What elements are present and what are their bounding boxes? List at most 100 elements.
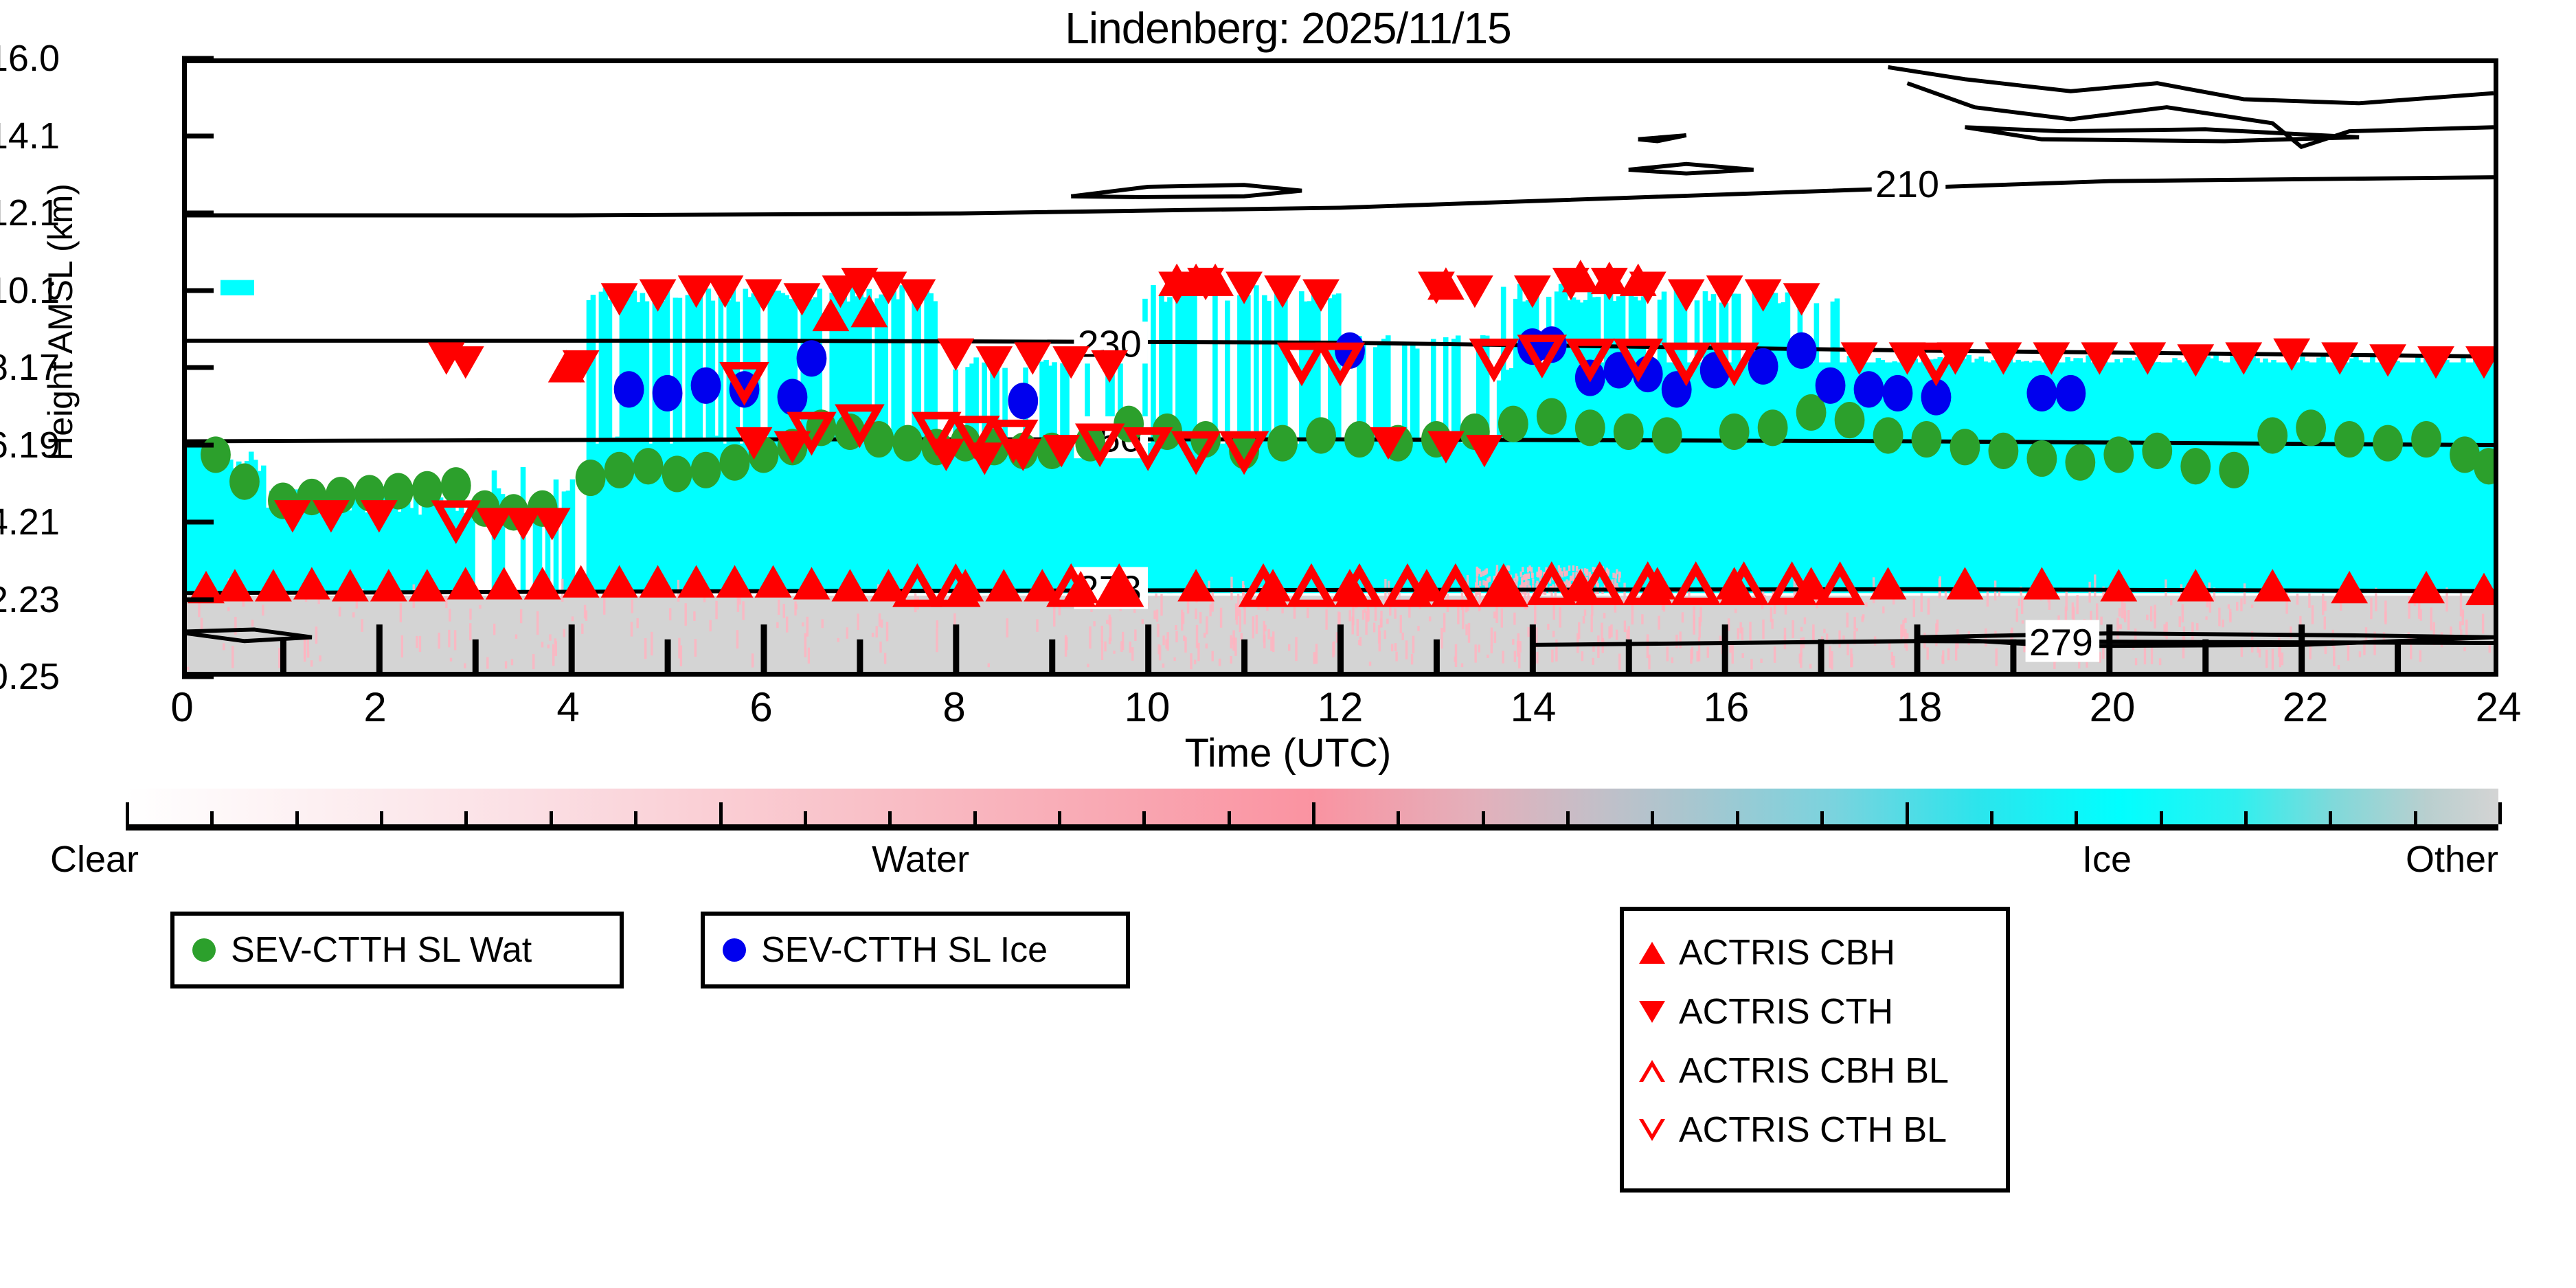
colorbar-label-clear: Clear: [50, 839, 139, 880]
y-tick-mark: [182, 288, 214, 293]
colorbar-tick: [2075, 811, 2079, 824]
legend-label-actris-cth-bl: ACTRIS CTH BL: [1679, 1110, 1947, 1150]
x-tick-label: 4: [556, 684, 580, 730]
y-tick-mark: [182, 133, 214, 138]
y-tick-label: 0.25: [0, 656, 60, 697]
legend-row: SEV-CTTH SL Wat: [174, 916, 620, 984]
colorbar-tick: [1989, 811, 1993, 824]
colorbar-tick: [380, 811, 384, 824]
x-axis-label: Time (UTC): [1184, 731, 1392, 776]
colorbar-tick: [126, 802, 129, 824]
x-tick-label: 18: [1896, 684, 1943, 730]
svg-text:279: 279: [2029, 621, 2093, 664]
y-tick-label: 16.0: [0, 38, 60, 79]
green-circle-icon: [192, 938, 216, 962]
colorbar-tick: [719, 802, 723, 824]
colorbar-tick: [549, 811, 553, 824]
svg-text:210: 210: [1875, 163, 1939, 205]
colorbar-tick: [2159, 811, 2163, 824]
colorbar-tick: [1397, 811, 1401, 824]
legend-row: ACTRIS CBH: [1624, 923, 2006, 982]
y-tick-mark: [182, 674, 214, 679]
y-tick-label: 8.17: [0, 347, 60, 388]
colorbar-tick: [973, 811, 977, 824]
legend-row: ACTRIS CTH BL: [1624, 1100, 2006, 1160]
colorbar-tick: [1057, 811, 1061, 824]
x-tick-label: 8: [942, 684, 966, 730]
colorbar: [126, 789, 2502, 837]
colorbar-tick: [2413, 811, 2417, 824]
colorbar-tick: [2498, 802, 2502, 824]
x-tick-label: 22: [2282, 684, 2329, 730]
colorbar-tick: [1651, 811, 1655, 824]
x-tick-label: 2: [363, 684, 387, 730]
colorbar-tick: [1312, 802, 1315, 824]
colorbar-tick: [210, 811, 214, 824]
x-tick-label: 6: [749, 684, 773, 730]
legend-label-actris-cbh-bl: ACTRIS CBH BL: [1679, 1051, 1949, 1091]
colorbar-label-ice: Ice: [2082, 839, 2132, 880]
colorbar-tick: [1820, 811, 1824, 824]
x-tick-label: 14: [1510, 684, 1557, 730]
triangle-up-open-icon: [1639, 1060, 1665, 1082]
y-tick-label: 12.1: [0, 192, 60, 234]
y-tick-mark: [182, 210, 214, 216]
y-tick-mark: [182, 56, 214, 61]
legend-row: SEV-CTTH SL Ice: [705, 916, 1126, 984]
colorbar-tick: [803, 811, 807, 824]
colorbar-tick: [634, 811, 638, 824]
colorbar-label-other: Other: [2405, 839, 2498, 880]
x-tick-label: 12: [1317, 684, 1364, 730]
x-tick-label: 16: [1703, 684, 1750, 730]
colorbar-tick: [295, 811, 299, 824]
y-tick-mark: [182, 365, 214, 370]
triangle-down-open-icon: [1639, 1119, 1665, 1141]
y-tick-mark: [182, 442, 214, 447]
triangle-down-filled-icon: [1639, 1001, 1665, 1023]
contour-label-210: 210: [1871, 161, 1946, 205]
triangle-up-filled-icon: [1639, 942, 1665, 964]
y-tick-mark: [182, 519, 214, 525]
colorbar-label-water: Water: [872, 839, 970, 880]
colorbar-tick: [2244, 811, 2248, 824]
legend-label-sev-wat: SEV-CTTH SL Wat: [231, 930, 532, 970]
y-tick-mark: [182, 597, 214, 602]
y-tick-label: 6.19: [0, 424, 60, 466]
colorbar-tick: [2329, 811, 2333, 824]
colorbar-tick: [464, 811, 468, 824]
colorbar-tick: [1905, 802, 1909, 824]
x-tick-label: 0: [170, 684, 194, 730]
colorbar-tick: [1142, 811, 1146, 824]
x-tick-label: 24: [2475, 684, 2522, 730]
series-actris-cth: [274, 267, 2494, 541]
series-actris-cbh-bl: [892, 561, 1865, 607]
legend-row: ACTRIS CTH: [1624, 982, 2006, 1041]
contour-label-279: 279: [2025, 620, 2100, 664]
series-actris-cth-bl: [431, 335, 1961, 545]
inner-x-ticks: [280, 624, 2402, 672]
legend-label-actris-cbh: ACTRIS CBH: [1679, 933, 1895, 973]
legend-label-sev-ice: SEV-CTTH SL Ice: [761, 930, 1048, 970]
x-tick-label: 20: [2089, 684, 2136, 730]
blue-circle-icon: [723, 938, 746, 962]
colorbar-tick: [1566, 811, 1570, 824]
page-title: Lindenberg: 2025/11/15: [1065, 3, 1511, 53]
x-tick-label: 10: [1124, 684, 1171, 730]
colorbar-tick: [1735, 811, 1739, 824]
y-tick-label: 14.1: [0, 115, 60, 157]
legend-sev-ctth-sl-wat[interactable]: SEV-CTTH SL Wat: [170, 912, 624, 988]
colorbar-tick: [1227, 811, 1231, 824]
y-tick-label: 4.21: [0, 501, 60, 543]
legend-sev-ctth-sl-ice[interactable]: SEV-CTTH SL Ice: [701, 912, 1130, 988]
legend-actris[interactable]: ACTRIS CBH ACTRIS CTH ACTRIS CBH BL ACTR…: [1620, 907, 2010, 1193]
colorbar-axis-line: [126, 824, 2498, 831]
cirrus-wisp: [220, 280, 254, 295]
y-tick-label: 10.1: [0, 269, 60, 311]
colorbar-tick: [888, 811, 892, 824]
legend-label-actris-cth: ACTRIS CTH: [1679, 992, 1893, 1032]
cloud-classification-heatmap: 210230250273279: [187, 65, 2494, 672]
plot-area: 210230250273279: [182, 58, 2498, 677]
y-tick-label: 2.23: [0, 578, 60, 620]
colorbar-tick: [1481, 811, 1485, 824]
legend-row: ACTRIS CBH BL: [1624, 1041, 2006, 1100]
